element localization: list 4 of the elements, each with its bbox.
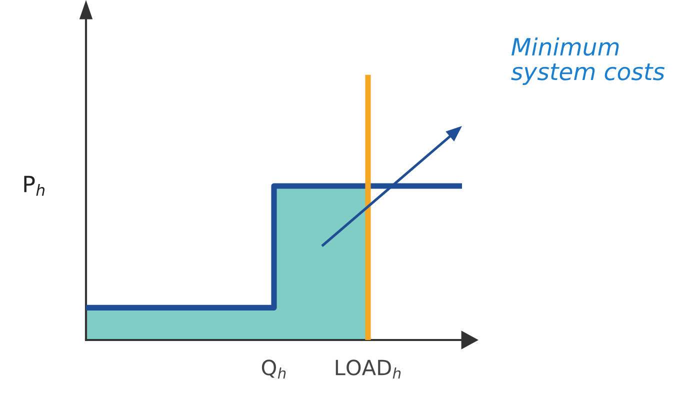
text: Minimum system costs [511,37,665,85]
x-tick-label: LOAD$_{h}$ [336,360,401,379]
y-axis-title: P$_{h}$ [24,176,44,196]
x-tick-label: Q$_{h}$ [262,360,286,379]
